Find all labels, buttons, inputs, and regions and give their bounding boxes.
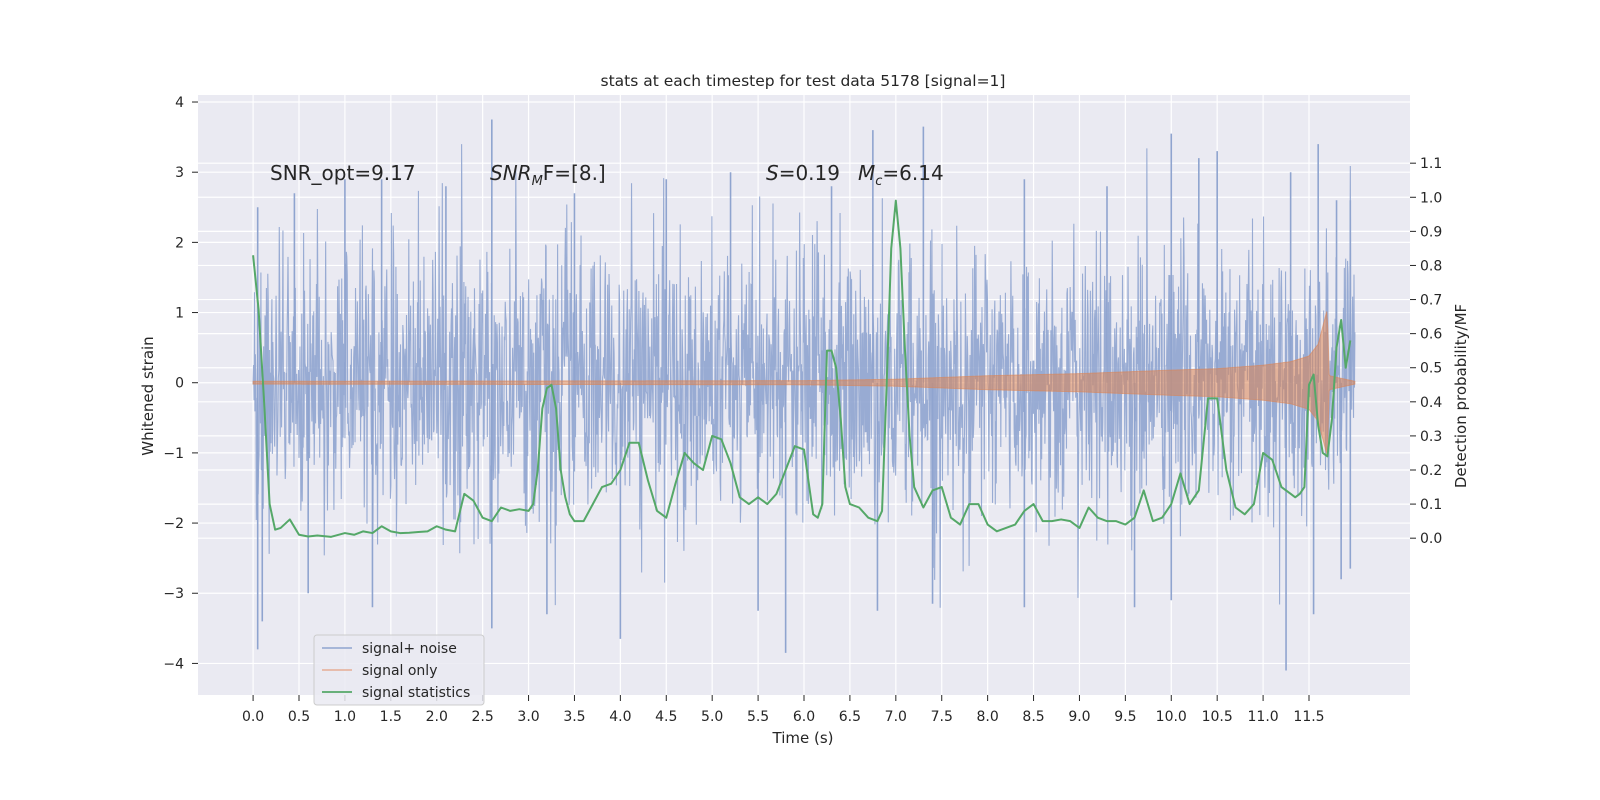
y-tick-label-right: 0.4 [1420, 395, 1442, 411]
y-tick-label-left: −1 [163, 446, 184, 462]
y-tick-label-right: 0.3 [1420, 429, 1442, 445]
x-tick-label: 7.0 [885, 709, 907, 725]
y-tick-label-left: −3 [163, 586, 184, 602]
x-tick-label: 6.5 [839, 709, 861, 725]
y-tick-label-left: 0 [175, 376, 184, 392]
annotation-mc-subscript: c [875, 174, 882, 189]
annotations: SNR_opt=9.17 SNRMF=[8.] S=0.19 Mc=6.14 [270, 161, 944, 189]
x-axis-label: Time (s) [772, 729, 834, 747]
y-tick-label-left: 1 [175, 306, 184, 322]
y-tick-label-right: 0.9 [1420, 224, 1442, 240]
axis-ticks: 0.0 0.5 1.0 1.5 2.0 2.5 3.0 3.5 4.0 4.5 5.0 5.5 6.0 6… [163, 95, 1442, 725]
y-axis-label-left: Whitened strain [139, 336, 157, 455]
annotation-s-value: =0.19 [779, 161, 840, 185]
x-tick-label: 3.5 [563, 709, 585, 725]
x-tick-label: 8.0 [977, 709, 999, 725]
x-tick-label: 10.0 [1156, 709, 1187, 725]
legend: signal+ noise signal only signal statist… [313, 634, 485, 706]
x-tick-label: 9.0 [1068, 709, 1090, 725]
x-tick-label: 5.5 [747, 709, 769, 725]
x-tick-label: 2.0 [426, 709, 448, 725]
x-tick-label: 4.5 [655, 709, 677, 725]
chart-title: stats at each timestep for test data 517… [601, 72, 1006, 90]
y-tick-label-right: 0.5 [1420, 361, 1442, 377]
x-tick-label: 11.5 [1293, 709, 1324, 725]
y-tick-label-right: 1.1 [1420, 156, 1442, 172]
annotation-snr-mf-name: SNR [490, 161, 532, 185]
annotation-s: S=0.19 [766, 161, 840, 185]
x-tick-label: 0.0 [242, 709, 264, 725]
x-tick-label: 9.5 [1114, 709, 1136, 725]
plot-area [198, 95, 1410, 695]
annotation-mc-symbol: M [858, 161, 875, 185]
signal-envelope [252, 311, 1356, 455]
series-signal-statistics [252, 199, 1352, 538]
annotation-mc: Mc=6.14 [858, 161, 944, 189]
x-tick-label: 3.0 [517, 709, 539, 725]
y-tick-label-right: 1.0 [1420, 190, 1442, 206]
series-signal-only [252, 311, 1356, 455]
legend-label-signal-plus-noise: signal+ noise [362, 641, 457, 657]
x-tick-label: 4.0 [609, 709, 631, 725]
series-signal-plus-noise [252, 119, 1356, 671]
annotation-snr-mf-value: F=[8.] [543, 161, 606, 185]
annotation-mc-value: =6.14 [882, 161, 943, 185]
annotation-s-symbol: S [766, 161, 779, 185]
x-tick-label: 7.5 [931, 709, 953, 725]
y-tick-label-left: 3 [175, 165, 184, 181]
x-tick-label: 10.5 [1202, 709, 1233, 725]
x-tick-label: 6.0 [793, 709, 815, 725]
legend-label-signal-statistics: signal statistics [362, 685, 470, 701]
annotation-snr-mf: SNRMF=[8.] [490, 161, 606, 189]
x-tick-label: 11.0 [1248, 709, 1279, 725]
y-tick-label-left: 4 [175, 95, 184, 111]
y-tick-label-left: −2 [163, 516, 184, 532]
y-tick-label-right: 0.1 [1420, 497, 1442, 513]
x-tick-label: 0.5 [288, 709, 310, 725]
y-tick-label-right: 0.7 [1420, 293, 1442, 309]
y-tick-label-right: 0.6 [1420, 327, 1442, 343]
legend-label-signal-only: signal only [362, 663, 437, 679]
x-tick-label: 1.5 [380, 709, 402, 725]
y-tick-label-left: 2 [175, 235, 184, 251]
x-tick-label: 8.5 [1022, 709, 1044, 725]
y-tick-label-left: −4 [163, 656, 184, 672]
x-tick-label: 1.0 [334, 709, 356, 725]
legend-box [313, 634, 485, 706]
annotation-snr-mf-subscript: M [532, 174, 543, 189]
y-tick-label-right: 0.2 [1420, 463, 1442, 479]
y-tick-label-right: 0.0 [1420, 531, 1442, 547]
y-tick-label-right: 0.8 [1420, 258, 1442, 274]
statistics-line [252, 199, 1352, 538]
x-tick-label: 2.5 [472, 709, 494, 725]
y-axis-label-right: Detection probability/MF [1452, 304, 1470, 488]
x-tick-label: 5.0 [701, 709, 723, 725]
annotation-snr-opt: SNR_opt=9.17 [270, 161, 416, 185]
